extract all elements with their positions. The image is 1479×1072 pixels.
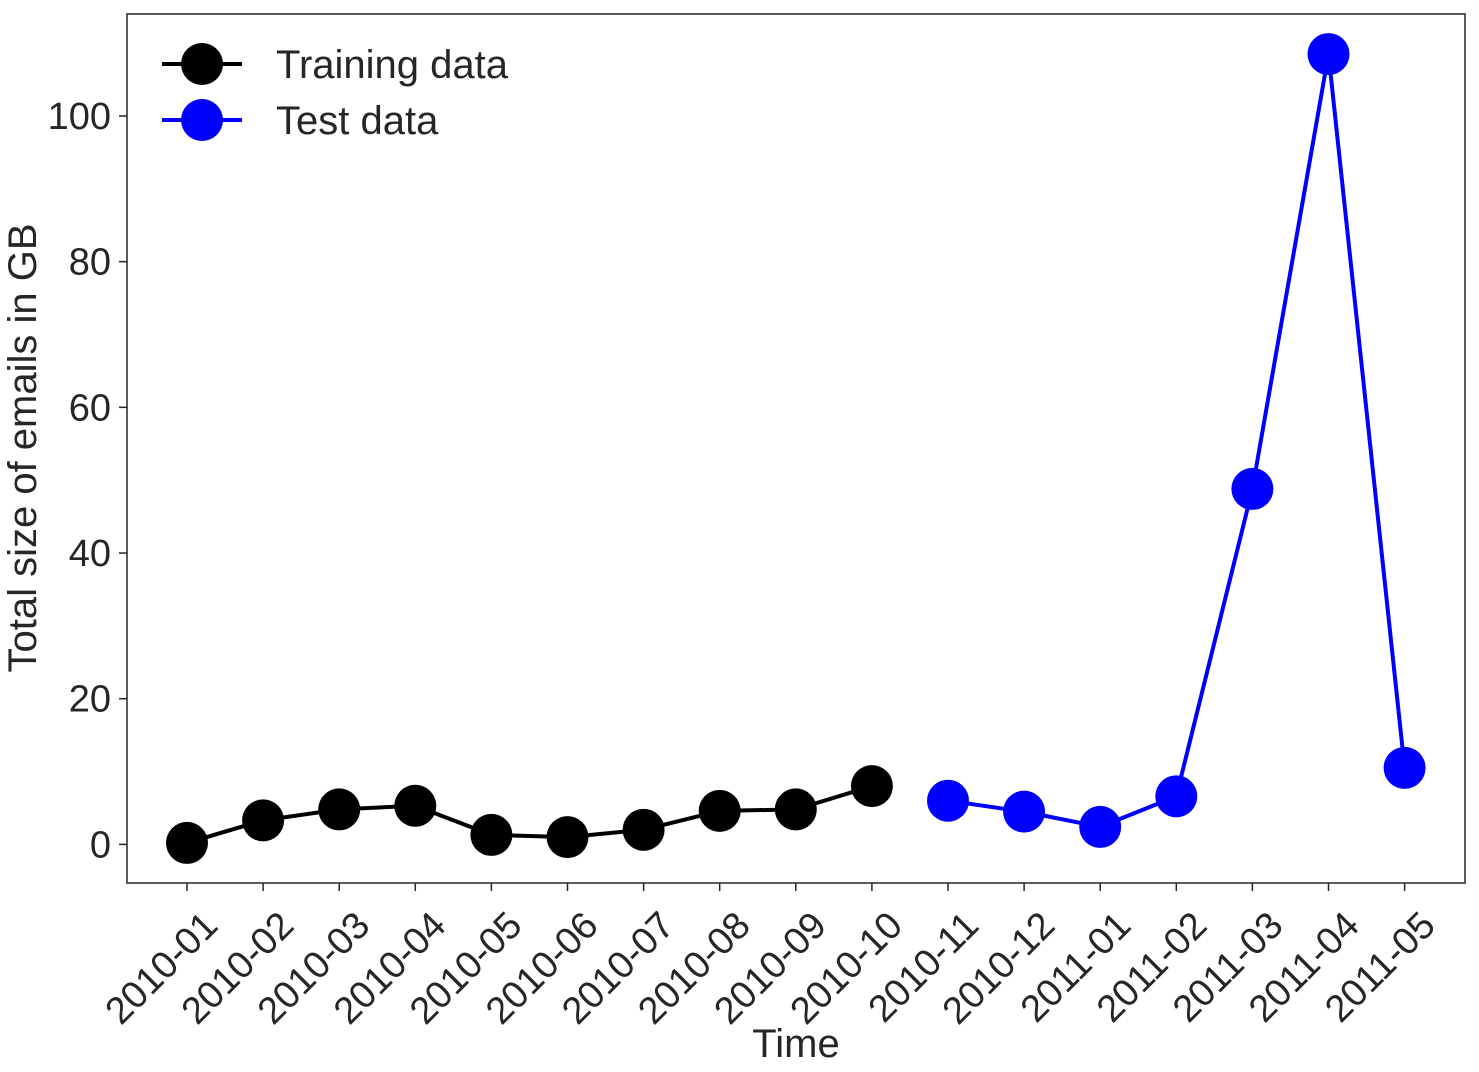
legend-label: Training data	[276, 43, 509, 87]
y-tick-label: 80	[69, 242, 111, 284]
series-line-training-data	[186, 784, 873, 845]
y-axis-label: Total size of emails in GB	[1, 223, 45, 672]
plot-marks	[166, 33, 1426, 864]
data-point-2011-03	[1231, 467, 1274, 510]
series-test-data	[927, 33, 1426, 848]
data-point-2010-03	[318, 788, 361, 831]
y-tick-label: 60	[69, 387, 111, 429]
data-point-2011-05	[1383, 746, 1426, 789]
data-point-2010-07	[622, 808, 665, 851]
series-training-data	[166, 765, 893, 864]
legend-marker	[181, 99, 223, 141]
plot-area-frame	[126, 13, 1466, 884]
data-point-2011-02	[1155, 775, 1198, 818]
x-axis: 2010-012010-022010-032010-042010-052010-…	[98, 883, 1444, 1033]
legend: Training data Test data	[162, 43, 509, 143]
data-point-2010-06	[546, 816, 589, 859]
legend-marker	[181, 43, 223, 85]
data-point-2010-09	[774, 788, 817, 831]
data-point-2010-08	[698, 789, 741, 832]
data-point-2010-10	[850, 765, 893, 808]
y-tick-label: 0	[90, 824, 111, 866]
legend-entry-test-data: Test data	[162, 99, 439, 143]
series-line-test-data	[947, 52, 1407, 829]
data-point-2010-04	[394, 784, 437, 827]
data-point-2011-04	[1307, 33, 1350, 76]
y-tick-label: 40	[69, 533, 111, 575]
data-point-2010-02	[242, 799, 285, 842]
x-axis-label: Time	[752, 1022, 839, 1066]
data-point-2011-01	[1079, 805, 1122, 848]
data-point-2010-05	[470, 813, 513, 856]
y-axis: 0 20 40 60 80 100	[48, 96, 127, 866]
y-tick-label: 20	[69, 679, 111, 721]
data-point-2010-11	[927, 779, 969, 822]
data-point-2010-01	[166, 821, 208, 864]
legend-entry-training-data: Training data	[162, 43, 509, 87]
data-point-2010-12	[1003, 790, 1046, 833]
legend-label: Test data	[276, 99, 439, 143]
y-tick-label: 100	[48, 96, 111, 138]
